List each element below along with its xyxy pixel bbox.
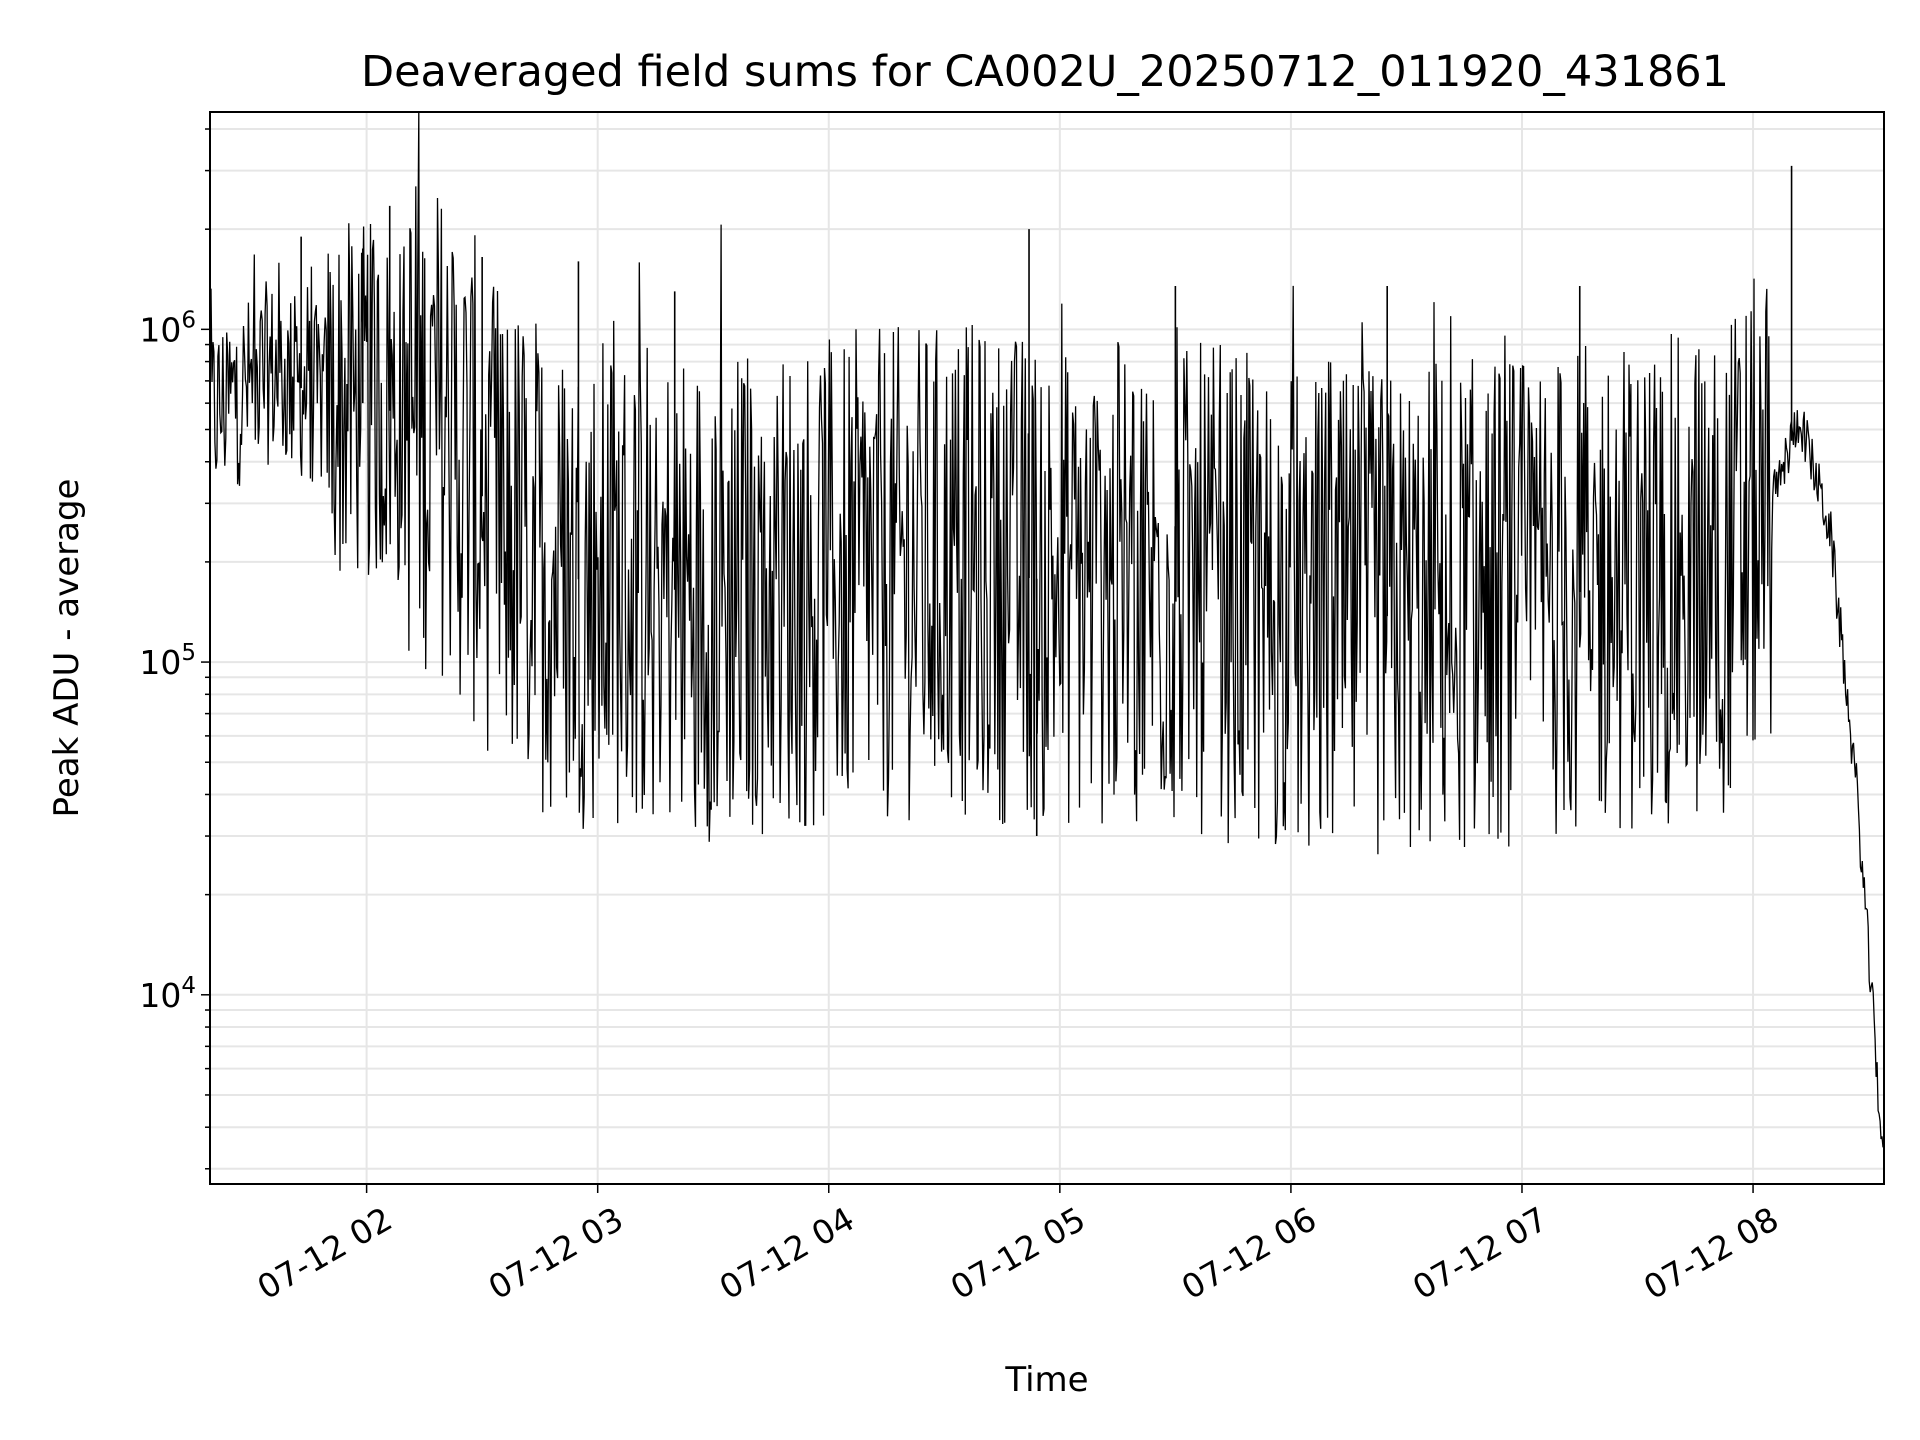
y-tick-label: 105 xyxy=(139,640,196,682)
y-tick-label: 106 xyxy=(139,307,196,349)
y-tick-base: 10 xyxy=(139,643,181,682)
y-tick-exp: 4 xyxy=(181,973,196,999)
x-tick-label: 07-12 03 xyxy=(482,1199,630,1307)
x-tick-label: 07-12 02 xyxy=(251,1199,399,1307)
plot-frame xyxy=(209,111,1885,1185)
y-tick-label: 104 xyxy=(139,973,196,1015)
series-line xyxy=(209,111,1885,1148)
x-tick-label: 07-12 05 xyxy=(944,1199,1092,1307)
y-axis-label: Peak ADU - average xyxy=(47,479,87,818)
y-tick-exp: 5 xyxy=(181,640,196,666)
y-tick-base: 10 xyxy=(139,976,181,1015)
grid xyxy=(210,112,1884,1184)
x-tick-label: 07-12 07 xyxy=(1406,1199,1554,1307)
x-tick-label: 07-12 04 xyxy=(713,1199,861,1307)
series-layer xyxy=(209,111,1885,1148)
x-axis-label: Time xyxy=(1004,1360,1088,1400)
y-tick-exp: 6 xyxy=(181,307,196,333)
x-tick-label: 07-12 08 xyxy=(1637,1199,1785,1307)
chart-title: Deaveraged field sums for CA002U_2025071… xyxy=(361,47,1729,97)
y-tick-base: 10 xyxy=(139,310,181,349)
x-tick-label: 07-12 06 xyxy=(1175,1199,1323,1307)
x-axis: 07-12 02 07-12 03 07-12 04 07-12 05 07-12 06… xyxy=(251,1184,1785,1307)
